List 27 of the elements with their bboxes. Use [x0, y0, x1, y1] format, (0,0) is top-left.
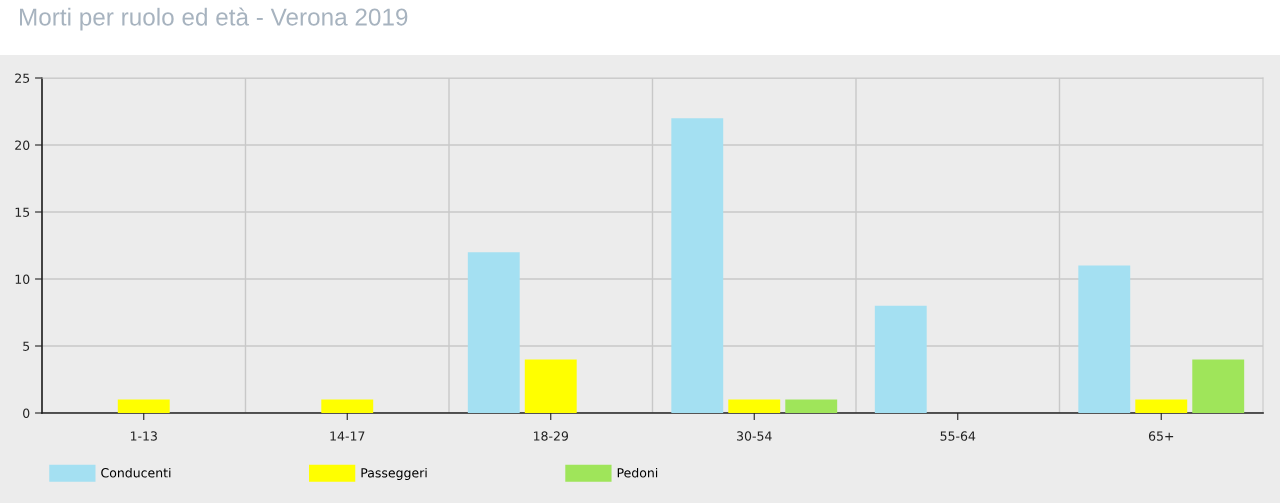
bar: [117, 399, 170, 413]
bar: [785, 399, 838, 413]
chart-title: Morti per ruolo ed età - Verona 2019: [19, 7, 408, 31]
legend-label: Conducenti: [101, 467, 171, 478]
x-tick-label: 30-54: [737, 431, 772, 441]
bar: [524, 359, 577, 413]
x-tick-label: 18-29: [533, 431, 569, 441]
y-tick-label: 10: [15, 274, 30, 284]
y-tick-label: 0: [23, 408, 30, 418]
legend-label: Pedoni: [617, 467, 658, 478]
bar: [874, 305, 927, 413]
x-tick-label: 14-17: [330, 431, 365, 441]
bar: [728, 399, 781, 413]
x-tick-label: 55-64: [940, 431, 976, 441]
y-tick-label: 20: [15, 140, 30, 150]
bar: [671, 118, 724, 413]
y-tick-label: 5: [23, 341, 30, 351]
bar: [1135, 399, 1188, 413]
bar: [1078, 265, 1131, 413]
y-tick-label: 25: [15, 73, 30, 83]
legend-label: Passeggeri: [361, 467, 427, 480]
bar: [321, 399, 374, 413]
x-tick-label: 1-13: [130, 431, 157, 441]
bar: [1192, 359, 1245, 413]
y-tick-label: 15: [15, 207, 30, 217]
x-tick-label: 65+: [1148, 431, 1174, 441]
bar: [467, 252, 520, 413]
